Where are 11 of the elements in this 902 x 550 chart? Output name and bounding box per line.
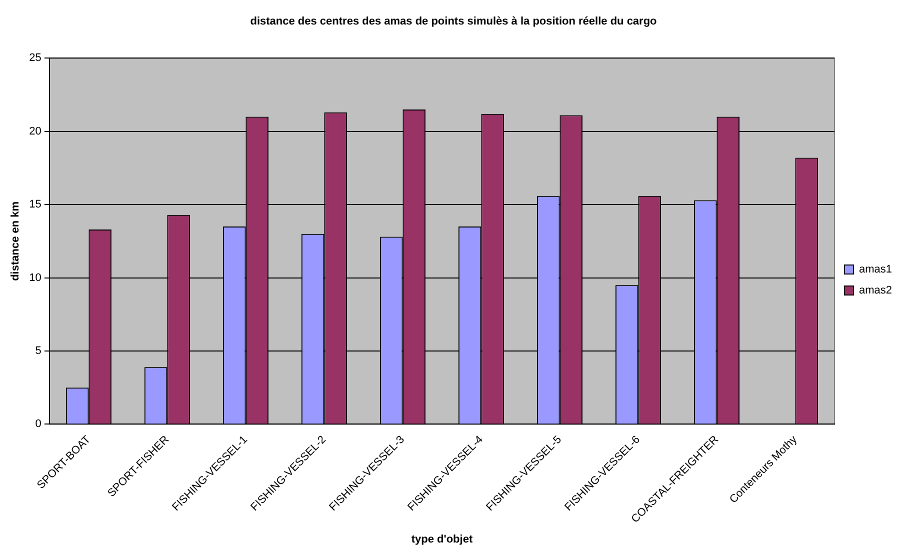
y-tick-label: 0 [35, 418, 42, 430]
y-tick-label: 20 [29, 125, 42, 138]
y-tick-label: 25 [29, 52, 42, 64]
legend-label: amas2 [858, 284, 892, 297]
legend-label: amas1 [858, 264, 892, 276]
y-tick-label: 5 [35, 345, 42, 358]
y-tick-label: 15 [29, 198, 42, 211]
y-axis-title: distance en km [10, 201, 22, 281]
y-tick-label: 10 [29, 272, 42, 284]
x-axis-title: type d'objet [411, 533, 473, 546]
chart-title: distance des centres des amas de points simulès à la position réelle du cargo [250, 16, 658, 28]
